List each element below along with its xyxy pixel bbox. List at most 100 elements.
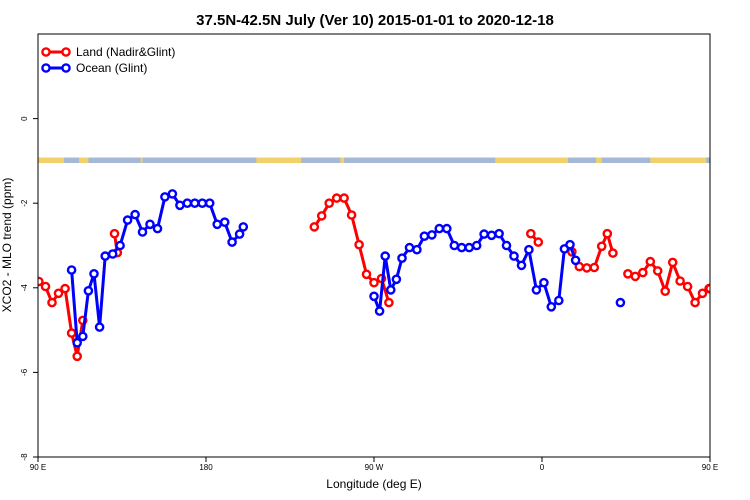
land-strip-segment: [38, 157, 65, 164]
data-point: [369, 291, 379, 302]
data-point: [524, 244, 534, 255]
y-axis-label: XCO2 - MLO trend (ppm): [0, 178, 14, 313]
data-point: [361, 269, 372, 280]
data-point: [66, 265, 77, 275]
data-point: [725, 317, 732, 324]
data-point: [539, 277, 549, 288]
data-point: [346, 210, 357, 220]
data-point: [384, 297, 394, 308]
data-point: [602, 228, 613, 239]
data-point: [427, 230, 437, 240]
data-point: [501, 240, 512, 251]
data-point: [380, 251, 391, 261]
data-point: [94, 322, 105, 332]
data-point: [115, 240, 125, 251]
data-point: [385, 285, 396, 295]
data-point: [78, 331, 88, 342]
data-point: [212, 219, 222, 230]
data-point: [554, 295, 564, 306]
data-point: [570, 255, 581, 266]
data-point: [660, 286, 671, 297]
land-strip-segment: [340, 157, 345, 164]
data-point: [66, 328, 77, 338]
data-point: [608, 248, 618, 258]
data-point: [697, 288, 708, 299]
data-point: [316, 211, 327, 221]
data-point: [714, 330, 721, 337]
data-point: [40, 281, 51, 292]
land-strip-segment: [650, 157, 707, 164]
data-point: [638, 267, 648, 278]
x-tick-label: 180: [199, 463, 213, 472]
legend-label: Land (Nadir&Glint): [76, 45, 175, 59]
data-point: [738, 230, 745, 237]
data-point: [630, 271, 641, 282]
data-point: [160, 192, 170, 202]
data-point: [175, 200, 185, 211]
data-point: [197, 198, 208, 208]
data-point: [47, 297, 57, 308]
series-land: [38, 193, 748, 362]
data-point: [449, 240, 460, 251]
data-point: [516, 260, 527, 271]
data-point: [690, 297, 700, 308]
data-point: [227, 237, 237, 247]
data-point: [324, 198, 335, 208]
data-point: [100, 251, 110, 261]
data-point: [667, 257, 678, 268]
land-strip-segment: [79, 157, 89, 164]
data-point: [741, 249, 748, 256]
legend-marker: [41, 63, 51, 73]
data-point: [189, 198, 200, 208]
series-line: [372, 227, 578, 313]
y-axis: 0 -2 -4 -6 -8: [20, 116, 38, 461]
land-strip-segment: [495, 157, 569, 164]
data-point: [675, 276, 685, 286]
series-line: [70, 192, 245, 345]
ocean-strip: [38, 157, 710, 164]
legend-marker: [61, 63, 71, 73]
data-point: [456, 242, 467, 253]
data-point: [645, 256, 656, 267]
data-point: [60, 283, 70, 294]
data-point: [404, 242, 415, 253]
data-point: [369, 277, 379, 288]
x-tick-label: 90 E: [702, 463, 718, 472]
data-point: [354, 239, 364, 250]
data-point: [374, 306, 385, 316]
y-tick-label: -6: [20, 368, 29, 376]
data-point: [531, 285, 542, 295]
data-point: [234, 229, 245, 239]
data-point: [682, 281, 693, 292]
data-point: [509, 251, 519, 261]
x-tick-label: 0: [540, 463, 545, 472]
data-point: [130, 209, 140, 220]
data-point: [109, 228, 120, 239]
x-tick-label: 90 W: [365, 463, 384, 472]
data-point: [471, 240, 482, 251]
data-point: [615, 297, 626, 308]
data-point: [494, 228, 504, 239]
data-point: [72, 351, 82, 362]
data-point: [83, 285, 94, 296]
data-point: [731, 287, 738, 294]
data-point: [182, 198, 193, 208]
data-point: [391, 274, 402, 285]
data-point: [72, 337, 82, 348]
data-point: [623, 268, 633, 279]
legend: Land (Nadir&Glint) Ocean (Glint): [41, 45, 175, 75]
data-point: [137, 227, 148, 237]
chart-title: 37.5N-42.5N July (Ver 10) 2015-01-01 to …: [196, 12, 554, 29]
data-point: [565, 239, 575, 250]
series-line: [708, 288, 710, 298]
data-point: [736, 270, 743, 277]
data-point: [219, 217, 230, 227]
data-point: [122, 215, 133, 225]
data-point: [533, 237, 544, 247]
data-point: [526, 228, 536, 239]
land-strip-segment: [596, 157, 602, 164]
data-point: [152, 223, 163, 234]
series-line: [742, 234, 745, 253]
data-point: [397, 253, 407, 264]
